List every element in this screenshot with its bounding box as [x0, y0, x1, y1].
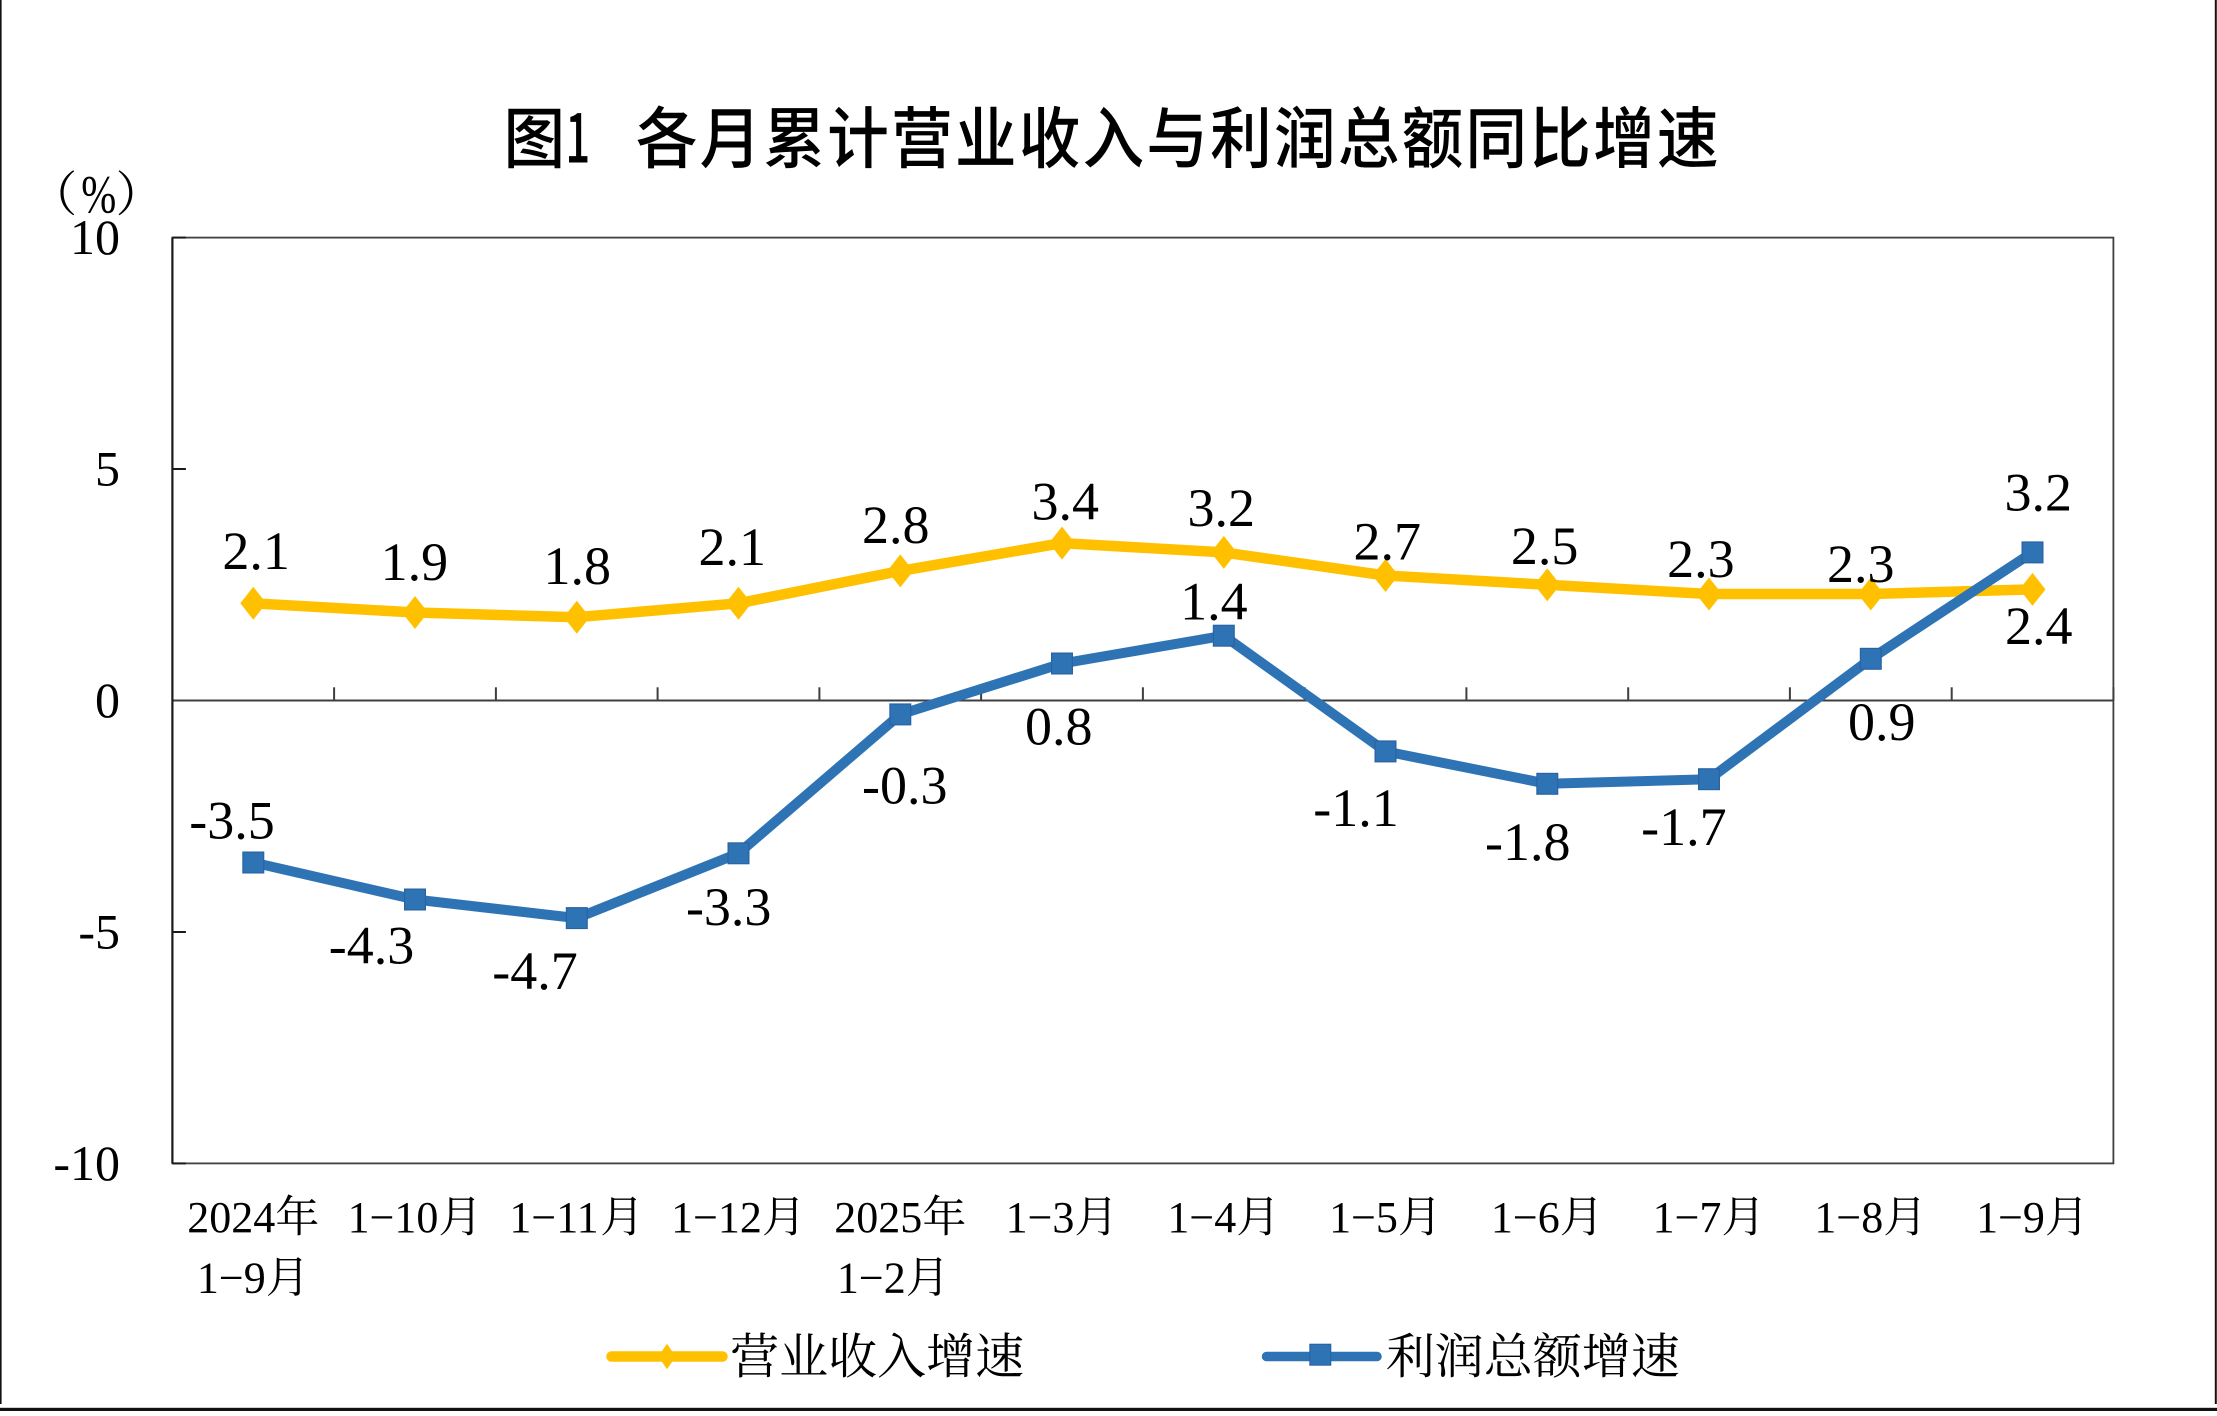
svg-text:2.7: 2.7 — [1354, 511, 1422, 571]
svg-text:2.1: 2.1 — [222, 521, 290, 581]
svg-text:1−11: 1−11 — [509, 1193, 598, 1242]
svg-text:-10: -10 — [53, 1135, 120, 1191]
svg-text:0: 0 — [95, 672, 120, 728]
svg-text:2.4: 2.4 — [2005, 596, 2073, 656]
svg-text:2.1: 2.1 — [698, 517, 766, 577]
svg-text:0.8: 0.8 — [1025, 697, 1093, 757]
svg-text:1−7: 1−7 — [1653, 1193, 1722, 1242]
svg-text:1−5: 1−5 — [1329, 1193, 1398, 1242]
svg-text:1−8: 1−8 — [1814, 1193, 1883, 1242]
svg-text:-0.3: -0.3 — [862, 756, 947, 816]
svg-text:1.9: 1.9 — [381, 532, 449, 592]
svg-text:-3.3: -3.3 — [686, 877, 771, 937]
svg-text:2.3: 2.3 — [1827, 534, 1895, 594]
svg-text:2024: 2024 — [187, 1193, 275, 1242]
svg-text:0.9: 0.9 — [1848, 692, 1916, 752]
svg-text:2.5: 2.5 — [1511, 516, 1579, 576]
svg-text:1−2: 1−2 — [837, 1254, 906, 1303]
svg-text:-5: -5 — [78, 904, 120, 960]
svg-text:3.2: 3.2 — [1188, 478, 1256, 538]
svg-text:-4.7: -4.7 — [492, 941, 577, 1001]
svg-text:2.8: 2.8 — [862, 495, 930, 555]
svg-text:1−3: 1−3 — [1006, 1193, 1075, 1242]
svg-text:1−6: 1−6 — [1491, 1193, 1560, 1242]
svg-text:-1.1: -1.1 — [1313, 778, 1398, 838]
svg-text:1−9: 1−9 — [197, 1254, 266, 1303]
svg-text:1.8: 1.8 — [543, 536, 611, 596]
svg-text:5: 5 — [95, 441, 120, 497]
svg-text:2.3: 2.3 — [1667, 529, 1735, 589]
svg-text:10: 10 — [70, 209, 120, 265]
svg-text:-1.8: -1.8 — [1485, 812, 1570, 872]
svg-text:-1.7: -1.7 — [1641, 797, 1726, 857]
svg-text:1−4: 1−4 — [1167, 1193, 1236, 1242]
svg-text:2025: 2025 — [834, 1193, 922, 1242]
svg-text:1.4: 1.4 — [1180, 572, 1248, 632]
svg-text:1−10: 1−10 — [348, 1193, 439, 1242]
svg-text:-4.3: -4.3 — [329, 916, 414, 976]
svg-text:3.4: 3.4 — [1031, 472, 1099, 532]
svg-text:3.2: 3.2 — [2004, 462, 2072, 522]
svg-text:1−12: 1−12 — [671, 1193, 762, 1242]
svg-text:-3.5: -3.5 — [189, 791, 274, 851]
svg-text:1−9: 1−9 — [1976, 1193, 2045, 1242]
